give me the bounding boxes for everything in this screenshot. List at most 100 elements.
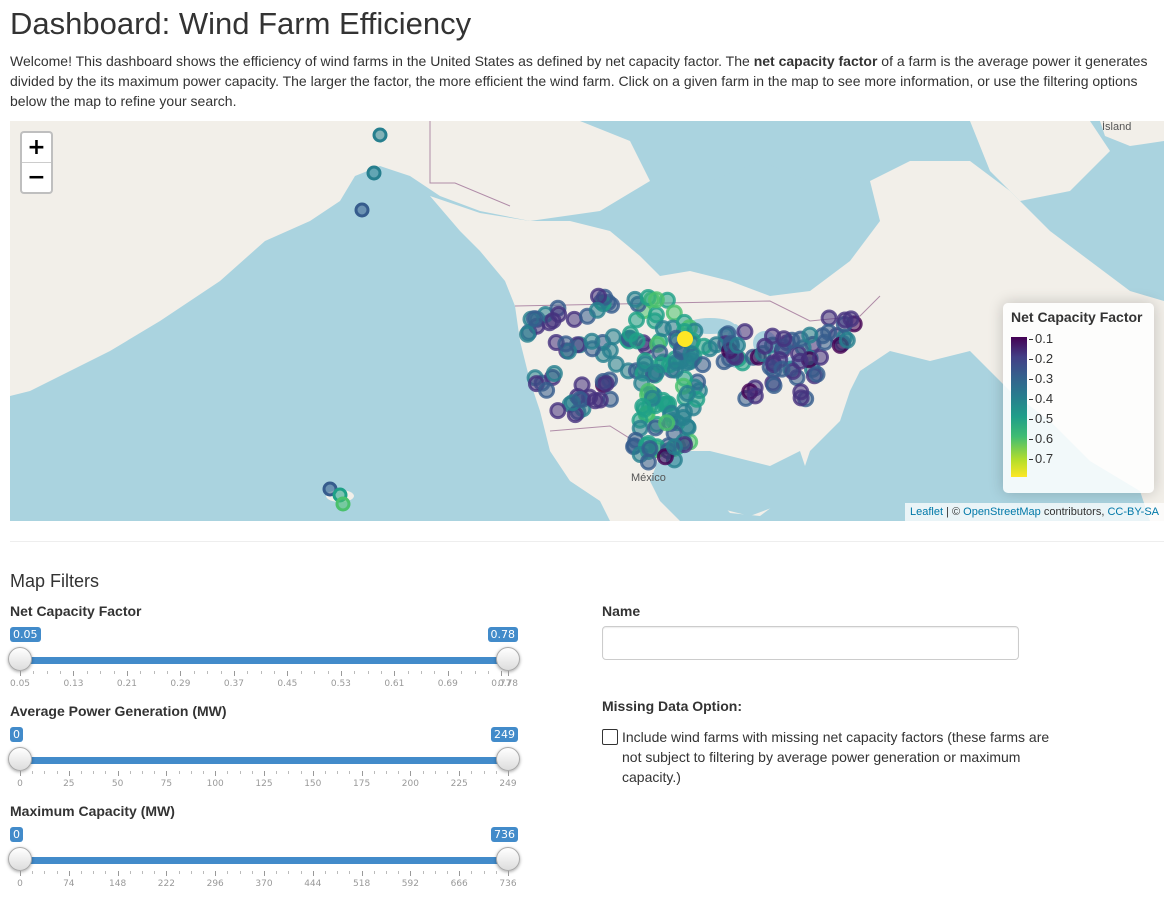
farm-marker[interactable] [801,326,819,344]
slider-minor-tick [300,671,302,674]
leaflet-link[interactable]: Leaflet [909,506,943,518]
farm-marker[interactable] [601,341,619,359]
capacity-slider-track[interactable] [20,857,508,864]
farm-marker[interactable] [665,438,683,456]
farm-marker[interactable] [647,291,665,309]
farm-marker[interactable] [678,385,696,402]
farm-marker[interactable] [626,290,644,308]
farm-marker[interactable] [636,355,654,373]
ncf-slider-min-handle[interactable] [8,647,32,671]
farm-marker[interactable] [792,389,810,407]
slider-minor-tick [367,671,369,674]
farm-marker[interactable] [335,496,351,512]
slider-tick [361,871,363,876]
farm-marker[interactable] [604,328,622,346]
capacity-slider-min-handle[interactable] [8,847,32,871]
farm-marker[interactable] [666,361,684,379]
power-slider-track[interactable] [20,757,508,764]
farm-marker[interactable] [820,309,838,327]
farm-marker[interactable] [746,387,764,405]
slider-minor-tick [190,771,192,774]
farm-marker[interactable] [354,202,370,218]
power-range-slider[interactable]: 0 249 0 25 50 75 100 125 150 175 200 225 249 [8,727,520,789]
name-input[interactable] [602,626,1019,660]
farm-marker[interactable] [545,365,563,382]
farm-marker[interactable] [586,392,604,410]
farm-marker[interactable] [549,402,567,420]
farm-marker[interactable] [607,355,625,373]
slider-minor-tick [471,771,473,774]
slider-tick [20,771,21,776]
zoom-in-button[interactable]: + [22,133,51,163]
farm-marker[interactable] [736,323,754,341]
slider-minor-tick [190,871,192,874]
farm-marker[interactable] [820,323,838,341]
ncf-slider-max-handle[interactable] [496,647,520,671]
farm-marker-highest[interactable] [677,331,693,347]
farm-marker[interactable] [588,301,606,319]
capacity-range-slider[interactable]: 0 736 0 74 148 222 296 370 444 518 592 666 736 [8,827,520,889]
name-filter-label: Name [602,603,641,619]
farm-marker[interactable] [658,414,676,432]
capacity-filter-label: Maximum Capacity (MW) [10,803,175,819]
farm-marker[interactable] [729,336,746,354]
farm-marker[interactable] [654,320,672,338]
slider-minor-tick [178,771,180,774]
farm-marker[interactable] [775,330,793,348]
osm-link[interactable]: OpenStreetMap [963,506,1041,518]
zoom-out-button[interactable]: − [27,165,46,190]
farm-marker[interactable] [628,332,646,350]
farm-marker[interactable] [639,453,657,471]
slider-tick [340,671,342,676]
power-slider-min-handle[interactable] [8,747,32,771]
farm-marker[interactable] [812,348,829,366]
farm-marker[interactable] [519,325,536,343]
farm-marker[interactable] [836,311,854,329]
farm-marker[interactable] [694,356,712,374]
slider-tick [312,771,314,776]
slider-minor-tick [373,771,375,774]
farm-marker[interactable] [557,335,575,353]
slider-tick-label: 225 [450,779,468,789]
farm-marker[interactable] [808,365,826,383]
slider-minor-tick [56,871,58,874]
farm-marker[interactable] [571,390,589,408]
legend-tick: 0.7 [1029,449,1053,469]
farm-marker[interactable] [678,418,696,436]
legend-tick: 0.6 [1029,429,1053,449]
farm-marker[interactable] [590,287,607,305]
farm-marker[interactable] [682,345,700,363]
ncf-slider-track[interactable] [20,657,508,664]
slider-minor-tick [483,771,485,774]
farm-marker[interactable] [550,305,568,323]
farm-marker[interactable] [583,332,601,350]
intro-text: Welcome! This dashboard shows the effici… [10,51,1150,111]
slider-tick [394,671,396,676]
wind-farm-map[interactable]: + − México Ísland Net Capacity Factor 0.… [10,121,1164,521]
power-slider-max-handle[interactable] [496,747,520,771]
missing-data-checkbox-label[interactable]: Include wind farms with missing net capa… [622,729,1050,785]
farm-marker[interactable] [634,397,652,415]
farm-marker[interactable] [765,377,783,394]
farm-marker[interactable] [773,360,791,378]
farm-marker[interactable] [838,331,856,349]
farm-marker[interactable] [538,381,556,399]
farm-marker[interactable] [656,448,674,466]
farm-marker[interactable] [372,127,388,143]
ncf-range-slider[interactable]: 0.05 0.78 0.05 0.13 0.21 0.29 0.37 0.45 0.53 0.61… [8,627,520,689]
farm-marker[interactable] [526,310,543,328]
farm-marker[interactable] [366,165,382,181]
map-attribution: Leaflet | © OpenStreetMap contributors, … [904,503,1164,521]
farm-marker[interactable] [641,440,659,458]
license-link[interactable]: CC-BY-SA [1107,506,1159,518]
farm-marker[interactable] [648,363,666,381]
missing-data-checkbox[interactable] [602,729,618,745]
slider-tick-label: 148 [109,879,127,889]
farm-marker[interactable] [628,311,645,329]
farm-markers[interactable] [10,121,1164,521]
slider-tick [508,671,509,676]
attribution-sep: | © [943,506,964,518]
legend-color-scale [1011,337,1027,477]
farm-marker[interactable] [597,375,615,393]
capacity-slider-max-handle[interactable] [496,847,520,871]
